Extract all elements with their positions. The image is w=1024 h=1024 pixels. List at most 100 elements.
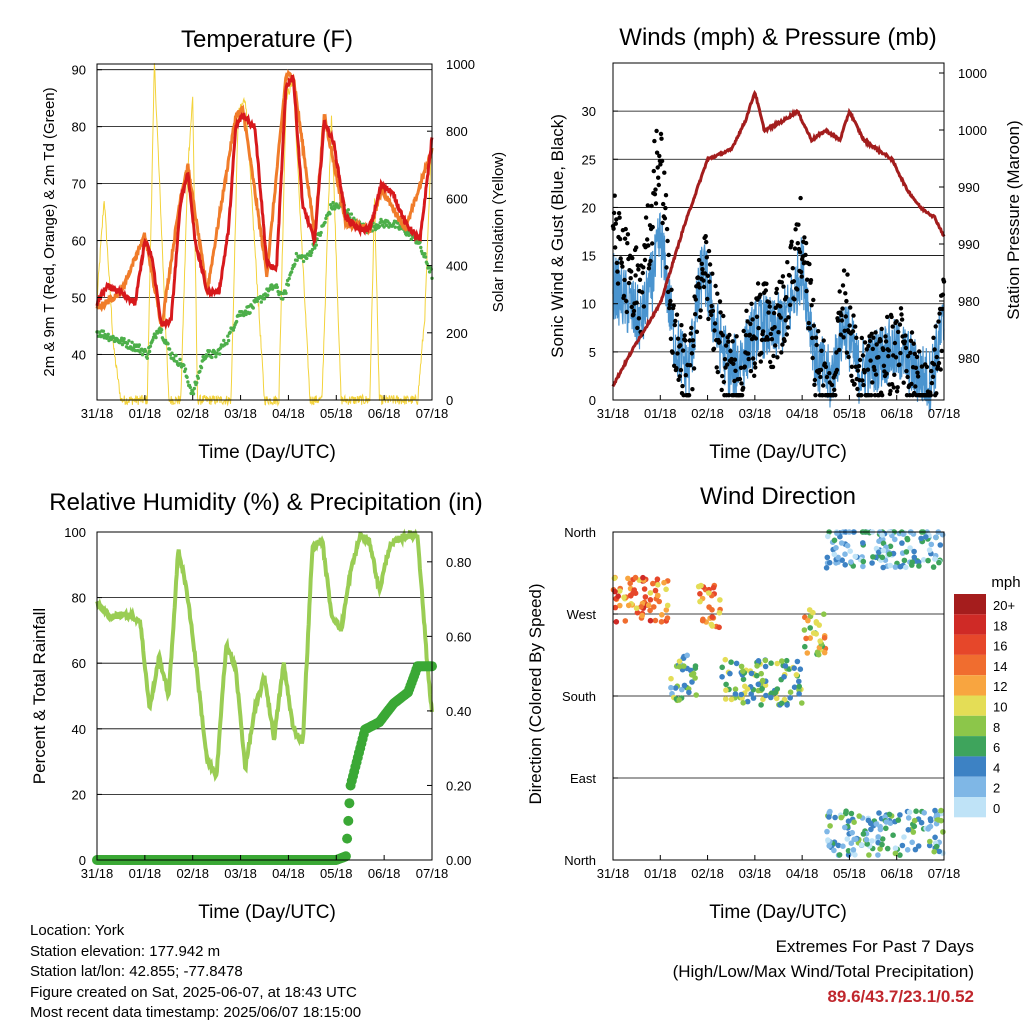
gust-point xyxy=(785,325,791,330)
humidity-plot-frame xyxy=(96,531,433,861)
dewpoint-point xyxy=(301,259,306,264)
gust-point xyxy=(853,324,858,329)
gust-point xyxy=(838,332,843,337)
direction-point xyxy=(848,559,854,565)
solar-insolation-line xyxy=(96,63,433,407)
gust-point xyxy=(881,347,886,353)
direction-point xyxy=(831,551,838,558)
left-tick-label: 20 xyxy=(72,787,86,802)
direction-point xyxy=(700,616,706,623)
left-tick-label: 60 xyxy=(72,656,86,671)
legend-swatch xyxy=(954,695,986,716)
gust-point xyxy=(915,374,921,379)
dewpoint-point xyxy=(133,348,137,353)
dewpoint-point xyxy=(418,240,422,244)
gust-point xyxy=(771,353,776,359)
dewpoint-point xyxy=(323,220,327,225)
gust-point xyxy=(695,275,701,280)
dewpoint-point xyxy=(286,283,291,287)
gust-point xyxy=(667,302,672,307)
direction-point xyxy=(622,618,629,624)
direction-point xyxy=(926,842,933,849)
legend-label: 4 xyxy=(993,760,1000,775)
gust-point xyxy=(662,170,667,175)
direction-point xyxy=(728,696,735,703)
legend-swatch xyxy=(954,634,986,655)
dewpoint-point xyxy=(148,344,153,348)
gust-point xyxy=(741,385,746,391)
gust-point xyxy=(673,318,678,324)
gust-point xyxy=(616,211,622,216)
direction-point xyxy=(661,579,667,586)
direction-point xyxy=(920,557,927,563)
gust-point xyxy=(821,338,826,343)
gust-point xyxy=(696,281,701,287)
legend-label: 2 xyxy=(993,781,1000,796)
direction-point xyxy=(664,602,671,609)
direction-point xyxy=(774,686,781,692)
direction-point xyxy=(938,807,944,814)
dewpoint-point xyxy=(196,376,200,380)
gust-point xyxy=(680,383,685,389)
gust-point xyxy=(848,305,853,310)
gust-point xyxy=(693,312,698,317)
left-tick-label: 15 xyxy=(582,249,596,264)
left-tick-label: 70 xyxy=(72,177,86,192)
gust-point xyxy=(653,187,658,192)
gust-point xyxy=(752,373,757,378)
right-tick-label: 600 xyxy=(446,191,468,206)
gust-point xyxy=(908,350,913,355)
dewpoint-point xyxy=(318,233,322,237)
gust-point xyxy=(844,298,849,304)
direction-point xyxy=(716,610,723,616)
gust-point xyxy=(763,288,768,293)
gust-point xyxy=(862,370,867,375)
winds-series xyxy=(610,89,947,412)
gust-point xyxy=(669,287,674,292)
direction-point xyxy=(883,825,889,832)
gust-point xyxy=(807,261,812,267)
direction-point xyxy=(925,557,931,564)
dewpoint-point xyxy=(287,276,291,281)
gust-point xyxy=(784,332,789,337)
gust-point xyxy=(843,314,848,319)
direction-point xyxy=(876,810,882,816)
direction-point xyxy=(639,612,645,619)
gust-point xyxy=(827,371,832,376)
extremes-heading: Extremes For Past 7 Days xyxy=(775,937,974,956)
gust-point xyxy=(809,303,814,308)
direction-point xyxy=(851,819,857,825)
direction-point xyxy=(732,691,739,697)
x-tick-label: 04/18 xyxy=(272,406,305,421)
gust-point xyxy=(637,277,643,282)
gust-point xyxy=(661,201,666,207)
direction-point xyxy=(838,814,844,821)
gust-point xyxy=(901,380,906,385)
gust-point xyxy=(713,283,718,289)
gust-point xyxy=(775,355,780,360)
gust-point xyxy=(715,291,720,296)
gust-point xyxy=(750,356,756,361)
direction-point xyxy=(784,702,790,708)
dewpoint-point xyxy=(425,262,429,266)
direction-point xyxy=(697,598,703,605)
gust-point xyxy=(739,381,744,386)
gust-point xyxy=(804,288,809,294)
gust-point xyxy=(821,383,826,388)
direction-point xyxy=(892,536,898,543)
gust-point xyxy=(768,331,773,337)
dewpoint-point xyxy=(313,246,317,250)
gust-point xyxy=(840,306,845,311)
legend-label: 14 xyxy=(993,659,1007,674)
gust-point xyxy=(672,322,677,328)
gust-point xyxy=(720,373,725,379)
gust-point xyxy=(671,303,676,308)
gust-point xyxy=(688,363,693,368)
direction-point xyxy=(727,670,733,677)
direction-point xyxy=(613,619,620,625)
legend-label: 0 xyxy=(993,801,1000,816)
gust-point xyxy=(734,334,739,339)
gust-point xyxy=(658,162,663,167)
dewpoint-point xyxy=(182,363,186,367)
dewpoint-point xyxy=(218,352,222,356)
